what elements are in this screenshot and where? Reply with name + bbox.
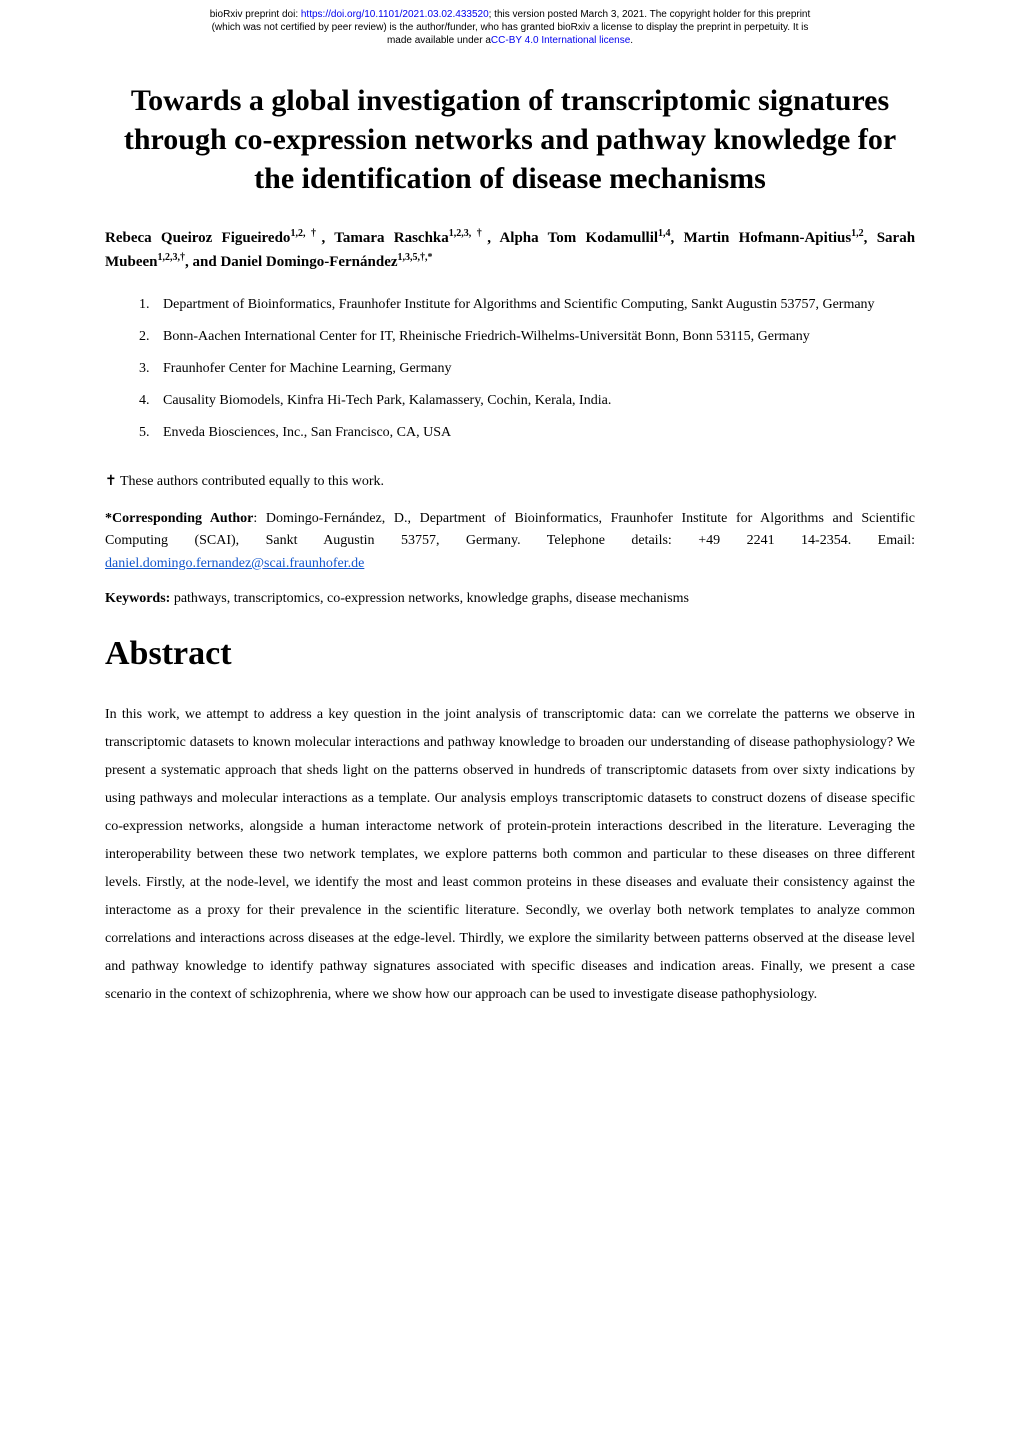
corresponding-author: *Corresponding Author: Domingo-Fernández… bbox=[105, 508, 915, 575]
license-link[interactable]: CC-BY 4.0 International license bbox=[491, 35, 630, 46]
author-name: Alpha Tom Kodamullil bbox=[499, 230, 658, 246]
author-sep: , bbox=[671, 230, 684, 246]
author-sep: , bbox=[321, 230, 334, 246]
affiliation-item: Enveda Biosciences, Inc., San Francisco,… bbox=[153, 419, 915, 447]
affiliation-list: Department of Bioinformatics, Fraunhofer… bbox=[105, 291, 915, 447]
author-and: , and bbox=[185, 254, 220, 270]
author-name: Martin Hofmann-Apitius bbox=[684, 230, 852, 246]
author-affiliation-sup: 1,2,3,† bbox=[158, 252, 186, 263]
author-name: Rebeca Queiroz Figueiredo bbox=[105, 230, 290, 246]
abstract-body: In this work, we attempt to address a ke… bbox=[105, 701, 915, 1009]
preprint-line2: (which was not certified by peer review)… bbox=[212, 22, 809, 33]
author-affiliation-sup: 1,4 bbox=[658, 228, 671, 239]
author-affiliation-sup: 1,2,† bbox=[290, 228, 321, 239]
author-name: Daniel Domingo-Fernández bbox=[220, 254, 397, 270]
author-sep: , bbox=[864, 230, 877, 246]
preprint-line1-suffix: ; this version posted March 3, 2021. The… bbox=[489, 9, 811, 20]
affiliation-item: Fraunhofer Center for Machine Learning, … bbox=[153, 355, 915, 383]
preprint-line1-prefix: bioRxiv preprint doi: bbox=[210, 9, 301, 20]
corresponding-label: *Corresponding Author bbox=[105, 511, 253, 526]
author-name: Tamara Raschka bbox=[334, 230, 449, 246]
paper-title: Towards a global investigation of transc… bbox=[105, 81, 915, 198]
preprint-banner: bioRxiv preprint doi: https://doi.org/10… bbox=[0, 0, 1020, 51]
affiliation-item: Causality Biomodels, Kinfra Hi-Tech Park… bbox=[153, 387, 915, 415]
keywords-label: Keywords: bbox=[105, 591, 170, 606]
affiliation-item: Bonn-Aachen International Center for IT,… bbox=[153, 323, 915, 351]
author-sep: , bbox=[487, 230, 499, 246]
affiliation-item: Department of Bioinformatics, Fraunhofer… bbox=[153, 291, 915, 319]
doi-link[interactable]: https://doi.org/10.1101/2021.03.02.43352… bbox=[301, 9, 489, 20]
author-affiliation-sup: 1,3,5,†,* bbox=[398, 252, 433, 263]
author-affiliation-sup: 1,2,3,† bbox=[449, 228, 488, 239]
corresponding-email-link[interactable]: daniel.domingo.fernandez@scai.fraunhofer… bbox=[105, 556, 364, 571]
abstract-heading: Abstract bbox=[105, 635, 915, 673]
page-content: Towards a global investigation of transc… bbox=[0, 51, 1020, 1049]
author-affiliation-sup: 1,2 bbox=[851, 228, 864, 239]
keywords-line: Keywords: pathways, transcriptomics, co-… bbox=[105, 591, 915, 607]
author-list: Rebeca Queiroz Figueiredo1,2,†, Tamara R… bbox=[105, 226, 915, 273]
preprint-line3-prefix: made available under a bbox=[387, 35, 491, 46]
equal-contribution-note: ✝ These authors contributed equally to t… bbox=[105, 473, 915, 490]
preprint-line3-suffix: . bbox=[630, 35, 633, 46]
keywords-text: pathways, transcriptomics, co-expression… bbox=[170, 591, 689, 606]
